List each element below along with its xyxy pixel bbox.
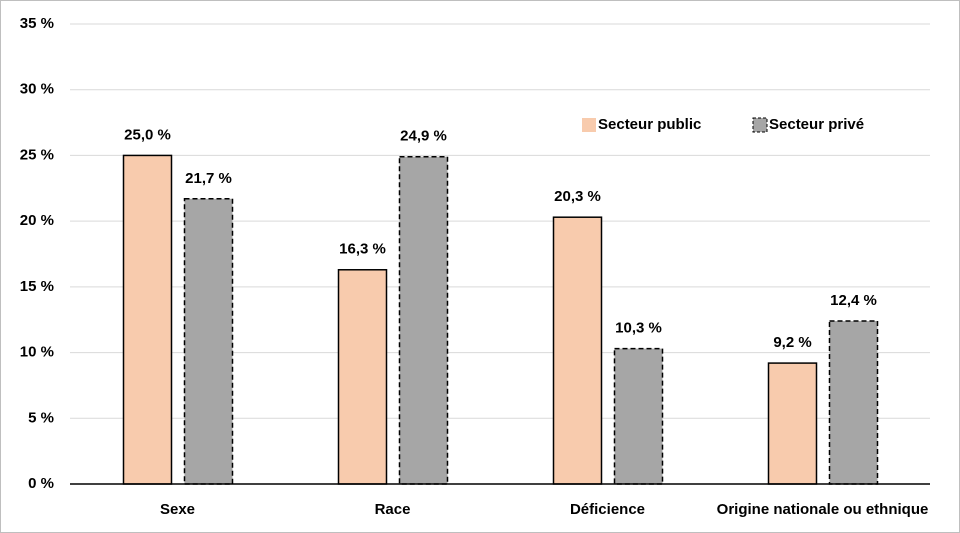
legend-label: Secteur privé [769,116,864,133]
value-label: 16,3 % [339,241,386,258]
value-label: 10,3 % [615,320,662,337]
bar [767,362,818,485]
value-label: 24,9 % [400,128,447,145]
bar [183,198,234,485]
bar [122,154,173,485]
value-label: 25,0 % [124,126,171,143]
y-tick-label: 0 % [28,475,54,492]
x-tick-label: Race [375,501,411,518]
y-tick-label: 20 % [20,212,54,229]
bar [337,269,388,485]
value-label: 12,4 % [830,292,877,309]
legend-swatch [752,117,768,133]
y-tick-label: 10 % [20,344,54,361]
x-tick-label: Déficience [570,501,645,518]
x-tick-label: Sexe [160,501,195,518]
bar [613,347,664,485]
y-tick-label: 25 % [20,146,54,163]
y-tick-label: 5 % [28,409,54,426]
value-label: 9,2 % [773,334,811,351]
bar [552,216,603,485]
x-tick-label: Origine nationale ou ethnique [717,501,929,518]
legend-swatch [582,118,596,132]
y-tick-label: 30 % [20,81,54,98]
y-tick-label: 35 % [20,15,54,32]
bar [828,320,879,485]
value-label: 20,3 % [554,188,601,205]
bar [398,155,449,485]
y-tick-label: 15 % [20,278,54,295]
value-label: 21,7 % [185,170,232,187]
legend-label: Secteur public [598,116,701,133]
